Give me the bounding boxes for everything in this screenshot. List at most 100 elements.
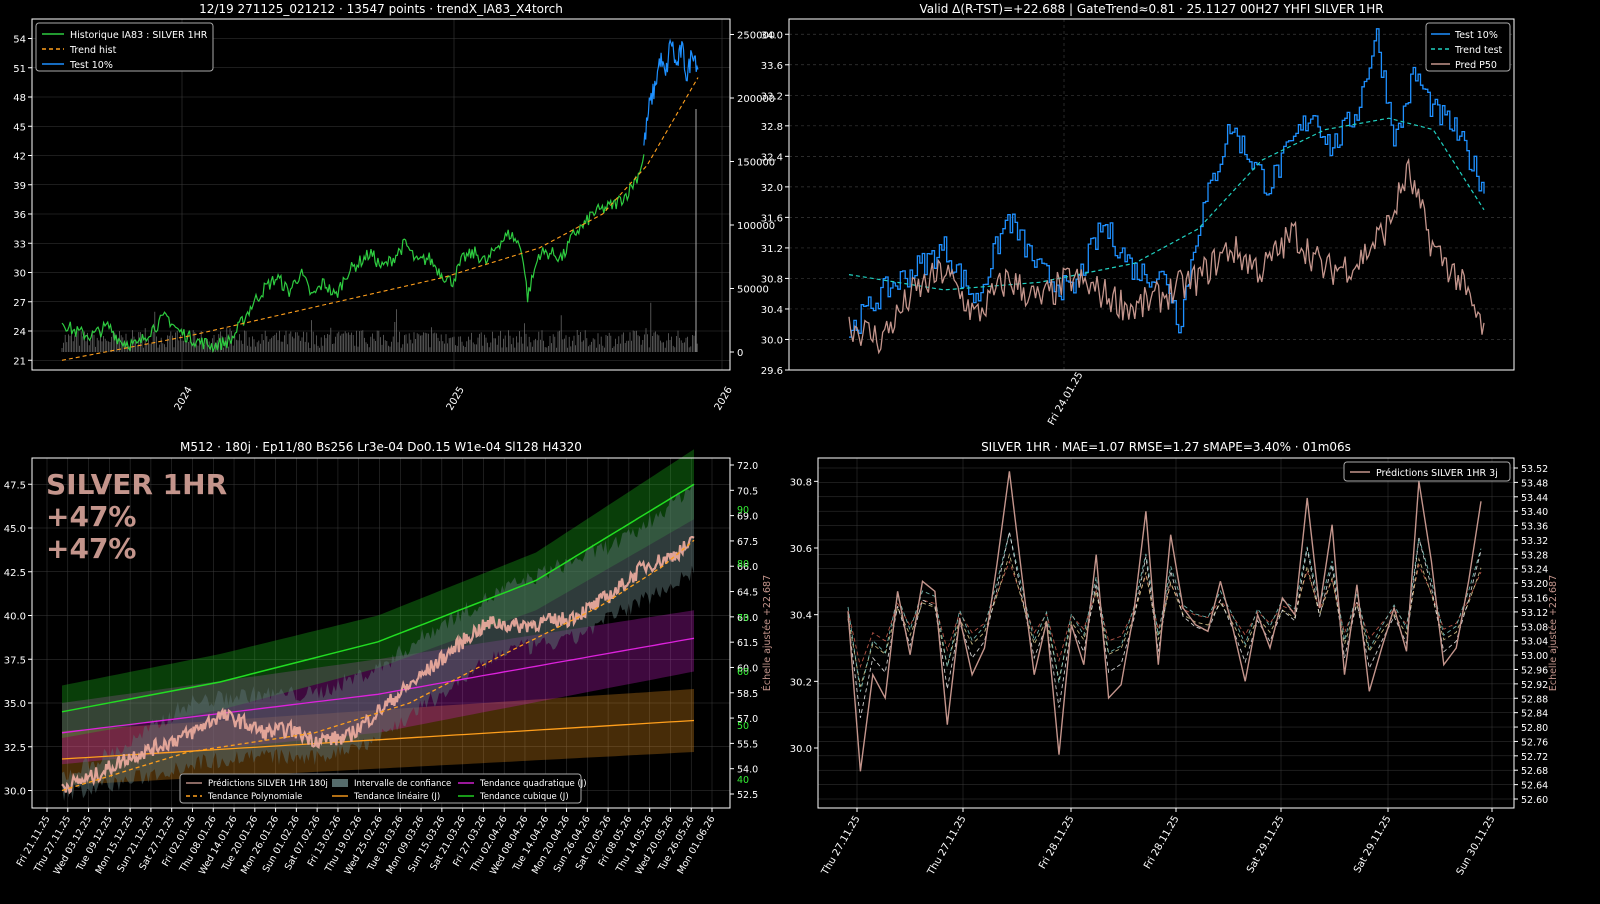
y2-tick-label: 52.84 xyxy=(1521,709,1548,720)
y2-tick-label: 53.24 xyxy=(1521,565,1548,576)
legend-label: Tendance quadratique (J) xyxy=(479,779,587,789)
y2-tick-label: 52.64 xyxy=(1521,781,1548,792)
y-tick-label: 32.4 xyxy=(761,152,783,163)
legend-box xyxy=(1343,461,1511,482)
y2-tick-label: 52.68 xyxy=(1521,766,1548,777)
y-tick-label: 42.5 xyxy=(4,568,26,579)
y-tick-label: 51 xyxy=(13,64,26,75)
panel3-title: M512 · 180j · Ep11/80 Bs256 Lr3e-04 Do0.… xyxy=(180,440,582,454)
y2-tick-label: 53.16 xyxy=(1521,594,1548,605)
y2-tick-label: 52.92 xyxy=(1521,680,1548,691)
series-historique xyxy=(61,154,645,354)
y3-tick-label: 50 xyxy=(737,721,749,732)
y2-tick-label: 53.52 xyxy=(1521,464,1548,475)
y3-tick-label: 90 xyxy=(737,505,749,516)
series-poly xyxy=(61,539,695,792)
legend-label: Tendance cubique (J) xyxy=(479,792,569,802)
y-tick-label: 33 xyxy=(13,239,26,250)
y2-tick-label: 50000 xyxy=(737,285,769,296)
y2-tick-label: 53.12 xyxy=(1521,608,1548,619)
y-tick-label: 24 xyxy=(13,327,26,338)
y3-tick-label: 40 xyxy=(737,775,749,786)
legend-label: Tendance linéaire (J) xyxy=(353,791,440,802)
y2-tick-label: 52.72 xyxy=(1521,752,1548,763)
y2-axis-label: Échelle ajustée +22.687 xyxy=(761,575,773,691)
y-tick-label: 29.6 xyxy=(761,366,783,377)
band-confidence xyxy=(62,484,694,801)
y2-tick-label: 61.5 xyxy=(737,638,758,649)
y2-tick-label: 66.0 xyxy=(737,562,758,573)
y-tick-label: 47.5 xyxy=(4,480,26,491)
series-test xyxy=(849,28,1485,338)
legend-label: Prédictions SILVER 1HR 180j xyxy=(208,778,328,789)
y2-tick-label: 57.0 xyxy=(737,714,758,725)
y2-tick-label: 52.76 xyxy=(1521,737,1548,748)
y-tick-label: 30.6 xyxy=(790,544,812,555)
y-tick-label: 32.0 xyxy=(761,183,783,194)
y-tick-label: 30.0 xyxy=(4,787,26,798)
big-label: +47% xyxy=(46,500,136,533)
series-pred-p50 xyxy=(848,157,1485,355)
y2-tick-label: 52.96 xyxy=(1521,665,1548,676)
legend-label: Tendance Polynomiale xyxy=(207,792,302,802)
y-tick-label: 36 xyxy=(13,210,26,221)
y-tick-label: 33.6 xyxy=(761,61,783,72)
y-tick-label: 30.0 xyxy=(761,335,783,346)
y-tick-label: 37.5 xyxy=(4,655,26,666)
panel2-title: Valid Δ(R-TST)=+22.688 | GateTrend≈0.81 … xyxy=(919,2,1383,16)
series-quadratic xyxy=(61,637,695,734)
y2-tick-label: 200000 xyxy=(737,94,775,105)
y-tick-label: 30.0 xyxy=(790,744,812,755)
y3-tick-label: 80 xyxy=(737,559,749,570)
y2-tick-label: 53.40 xyxy=(1521,507,1548,518)
y-tick-label: 42 xyxy=(13,152,26,163)
y2-tick-label: 60.0 xyxy=(737,663,758,674)
y2-tick-label: 52.88 xyxy=(1521,694,1548,705)
plot-frame xyxy=(31,457,731,809)
y-tick-label: 32.8 xyxy=(761,122,783,133)
y2-tick-label: 72.0 xyxy=(737,461,758,472)
legend-label: Prédictions SILVER 1HR 3j xyxy=(1376,468,1498,479)
y2-tick-label: 53.48 xyxy=(1521,478,1548,489)
y2-tick-label: 52.80 xyxy=(1521,723,1548,734)
y2-tick-label: 150000 xyxy=(737,158,775,169)
y-tick-label: 30.4 xyxy=(790,611,812,622)
plot-frame xyxy=(817,457,1515,809)
y2-tick-label: 53.08 xyxy=(1521,622,1548,633)
y2-axis-label: Échelle ajustée +22.687 xyxy=(1547,575,1559,691)
y-tick-label: 30.2 xyxy=(790,677,812,688)
legend-label: Trend test xyxy=(1454,45,1503,56)
y-tick-label: 35.0 xyxy=(4,699,26,710)
y2-tick-label: 55.5 xyxy=(737,739,758,750)
y-tick-label: 30.8 xyxy=(761,274,783,285)
y-tick-label: 33.2 xyxy=(761,91,783,102)
y-tick-label: 31.2 xyxy=(761,244,783,255)
y-tick-label: 39 xyxy=(13,181,26,192)
y-tick-label: 32.5 xyxy=(4,743,26,754)
y-tick-label: 54 xyxy=(13,35,26,46)
legend-box xyxy=(35,22,214,72)
y3-tick-label: 70 xyxy=(737,613,749,624)
legend-label: Intervalle de confiance xyxy=(354,779,451,789)
y2-tick-label: 53.44 xyxy=(1521,493,1548,504)
y2-tick-label: 52.5 xyxy=(737,790,758,801)
y-tick-label: 27 xyxy=(13,298,26,309)
legend-label: Trend hist xyxy=(69,45,117,56)
panel1-title: 12/19 271125_021212 · 13547 points · tre… xyxy=(199,2,563,16)
legend-swatch xyxy=(332,779,348,787)
y-tick-label: 31.6 xyxy=(761,213,783,224)
legend-label: Test 10% xyxy=(1454,30,1498,41)
y-tick-label: 48 xyxy=(13,93,26,104)
y2-tick-label: 53.36 xyxy=(1521,522,1548,533)
y2-tick-label: 70.5 xyxy=(737,486,758,497)
y2-tick-label: 53.32 xyxy=(1521,536,1548,547)
big-label: +47% xyxy=(46,532,136,565)
y2-tick-label: 100000 xyxy=(737,221,775,232)
y-tick-label: 45.0 xyxy=(4,524,26,535)
y2-tick-label: 69.0 xyxy=(737,512,758,523)
big-label: SILVER 1HR xyxy=(46,468,227,501)
y2-tick-label: 53.20 xyxy=(1521,579,1548,590)
legend-label: Historique IA83 : SILVER 1HR xyxy=(70,30,208,41)
legend-box xyxy=(1425,22,1511,72)
